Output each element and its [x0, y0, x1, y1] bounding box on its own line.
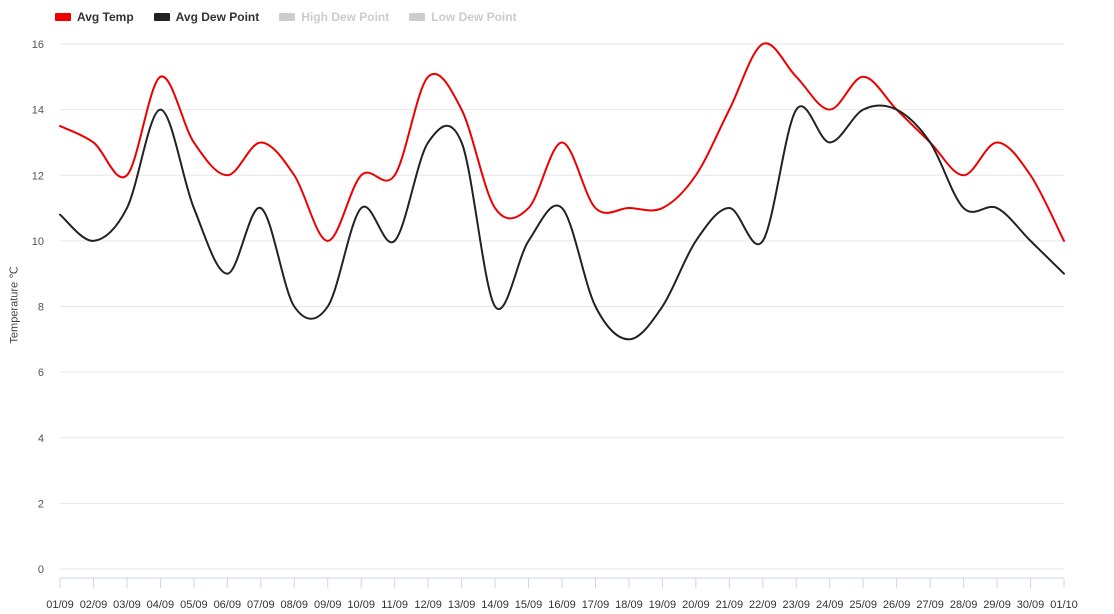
- x-tick-label: 26/09: [883, 599, 911, 611]
- x-tick-label: 09/09: [314, 599, 342, 611]
- legend-swatch-avg-temp: [55, 13, 71, 21]
- x-tick-label: 18/09: [615, 599, 643, 611]
- legend-label-avg-dew-point: Avg Dew Point: [175, 10, 260, 24]
- legend: Avg Temp Avg Dew Point High Dew Point Lo…: [55, 10, 517, 24]
- x-tick-label: 17/09: [582, 599, 610, 611]
- legend-item-low-dew-point[interactable]: Low Dew Point: [409, 10, 517, 24]
- x-tick-label: 01/09: [46, 599, 74, 611]
- x-tick-label: 21/09: [716, 599, 744, 611]
- x-tick-label: 02/09: [80, 599, 108, 611]
- x-tick-label: 15/09: [515, 599, 543, 611]
- y-tick-label: 4: [38, 433, 44, 445]
- y-tick-label: 6: [38, 367, 44, 379]
- x-tick-label: 23/09: [783, 599, 811, 611]
- x-tick-label: 25/09: [849, 599, 877, 611]
- x-tick-label: 10/09: [347, 599, 375, 611]
- y-tick-label: 2: [38, 498, 44, 510]
- x-tick-label: 27/09: [916, 599, 944, 611]
- x-tick-label: 12/09: [414, 599, 442, 611]
- series-line-avg-dew-point: [59, 104, 1065, 341]
- x-tick-label: 28/09: [950, 599, 978, 611]
- x-tick-label: 11/09: [381, 599, 408, 611]
- x-tick-label: 24/09: [816, 599, 844, 611]
- x-tick-label: 08/09: [281, 599, 309, 611]
- x-tick-label: 20/09: [682, 599, 710, 611]
- x-tick-label: 04/09: [147, 599, 175, 611]
- x-tick-label: 06/09: [214, 599, 242, 611]
- series-line-avg-temp: [59, 42, 1065, 242]
- legend-swatch-low-dew-point: [409, 13, 426, 21]
- legend-label-low-dew-point: Low Dew Point: [431, 10, 517, 24]
- legend-item-avg-temp[interactable]: Avg Temp: [55, 10, 134, 24]
- x-tick-label: 13/09: [448, 599, 476, 611]
- legend-label-avg-temp: Avg Temp: [77, 10, 134, 24]
- legend-swatch-high-dew-point: [279, 13, 296, 21]
- x-tick-label: 07/09: [247, 599, 275, 611]
- x-tick-label: 19/09: [649, 599, 677, 611]
- y-tick-label: 8: [38, 302, 44, 314]
- x-tick-label: 05/09: [180, 599, 208, 611]
- x-tick-label: 14/09: [481, 599, 509, 611]
- legend-label-high-dew-point: High Dew Point: [301, 10, 390, 24]
- x-tick-label: 30/09: [1017, 599, 1045, 611]
- x-tick-label: 01/10: [1050, 599, 1078, 611]
- y-tick-label: 14: [32, 105, 44, 117]
- x-tick-label: 16/09: [548, 599, 576, 611]
- y-tick-label: 12: [32, 170, 44, 182]
- legend-item-high-dew-point[interactable]: High Dew Point: [279, 10, 389, 24]
- legend-swatch-avg-dew-point: [153, 13, 170, 21]
- y-axis-title: Temperature ℃: [8, 266, 21, 344]
- x-tick-label: 03/09: [113, 599, 141, 611]
- legend-item-avg-dew-point[interactable]: Avg Dew Point: [153, 10, 260, 24]
- y-tick-label: 10: [32, 236, 44, 248]
- x-tick-label: 22/09: [749, 599, 777, 611]
- y-tick-label: 16: [32, 39, 44, 51]
- x-tick-label: 29/09: [983, 599, 1011, 611]
- y-tick-label: 0: [38, 564, 44, 576]
